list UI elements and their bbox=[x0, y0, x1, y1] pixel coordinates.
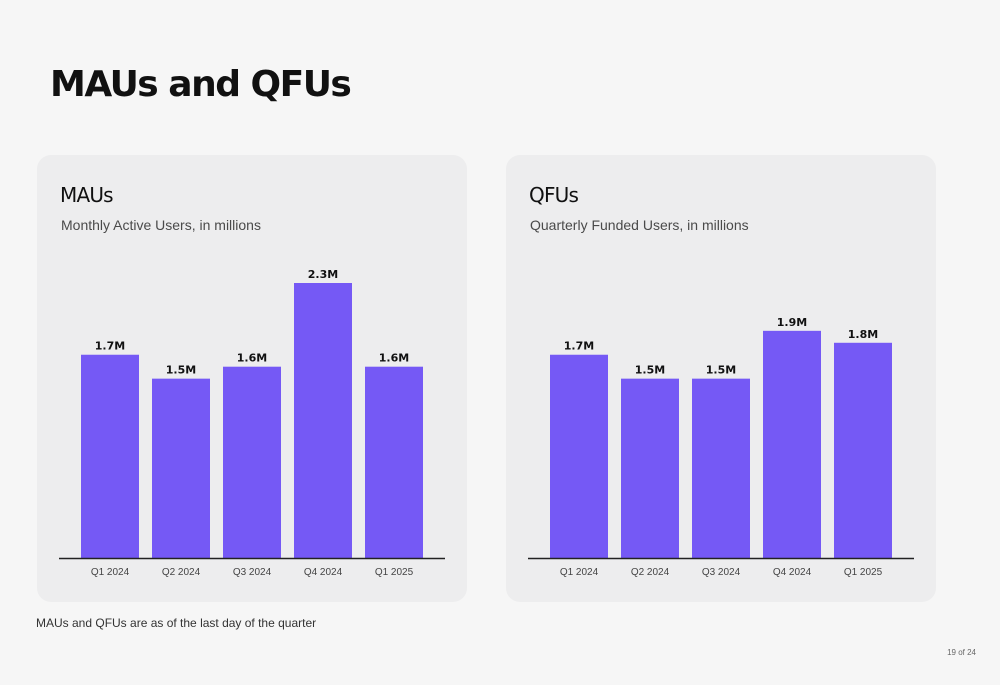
qfu-bar-1 bbox=[550, 354, 608, 558]
mau-tick-label-4: Q4 2024 bbox=[304, 567, 343, 578]
qfu-tick-label-4: Q4 2024 bbox=[773, 567, 812, 578]
qfu-chart-title: QFUs bbox=[529, 183, 579, 207]
mau-tick-label-1: Q1 2024 bbox=[91, 567, 130, 578]
mau-data-label-3: 1.6M bbox=[237, 352, 267, 365]
qfu-tick-label-2: Q2 2024 bbox=[631, 567, 670, 578]
mau-data-label-5: 1.6M bbox=[379, 352, 409, 365]
mau-bar-5 bbox=[365, 366, 423, 558]
qfu-bar-4 bbox=[763, 330, 821, 558]
qfu-data-label-3: 1.5M bbox=[706, 364, 736, 377]
mau-data-label-2: 1.5M bbox=[166, 364, 196, 377]
qfu-chart-card: QFUs Quarterly Funded Users, in millions… bbox=[506, 155, 936, 602]
qfu-bar-5 bbox=[834, 342, 892, 558]
qfu-data-label-2: 1.5M bbox=[635, 364, 665, 377]
qfu-chart-subtitle: Quarterly Funded Users, in millions bbox=[530, 217, 749, 233]
qfu-tick-label-3: Q3 2024 bbox=[702, 567, 741, 578]
mau-bar-3 bbox=[223, 366, 281, 558]
footnote: MAUs and QFUs are as of the last day of … bbox=[36, 616, 317, 630]
qfu-data-label-5: 1.8M bbox=[848, 328, 878, 341]
mau-chart-card: MAUs Monthly Active Users, in millions 1… bbox=[37, 155, 467, 602]
page-title: MAUs and QFUs bbox=[50, 64, 352, 105]
mau-bar-1 bbox=[81, 354, 139, 558]
mau-chart-subtitle: Monthly Active Users, in millions bbox=[61, 217, 261, 233]
mau-bar-2 bbox=[152, 378, 210, 558]
mau-data-label-4: 2.3M bbox=[308, 268, 338, 281]
mau-bar-4 bbox=[294, 283, 352, 558]
mau-bar-chart: 1.7M Q1 2024 1.5M Q2 2024 1.6M Q3 2024 2.3M Q4 … bbox=[59, 268, 445, 578]
qfu-bar-2 bbox=[621, 378, 679, 558]
qfu-bar-chart: 1.7M Q1 2024 1.5M Q2 2024 1.5M Q3 2024 1.9M Q4 … bbox=[528, 316, 914, 578]
mau-data-label-1: 1.7M bbox=[95, 340, 125, 353]
qfu-data-label-1: 1.7M bbox=[564, 340, 594, 353]
mau-chart-title: MAUs bbox=[60, 183, 114, 207]
mau-tick-label-5: Q1 2025 bbox=[375, 567, 414, 578]
qfu-bar-3 bbox=[692, 378, 750, 558]
qfu-tick-label-1: Q1 2024 bbox=[560, 567, 599, 578]
page-number: 19 of 24 bbox=[947, 648, 976, 657]
qfu-data-label-4: 1.9M bbox=[777, 316, 807, 329]
mau-tick-label-3: Q3 2024 bbox=[233, 567, 272, 578]
mau-tick-label-2: Q2 2024 bbox=[162, 567, 201, 578]
qfu-tick-label-5: Q1 2025 bbox=[844, 567, 883, 578]
